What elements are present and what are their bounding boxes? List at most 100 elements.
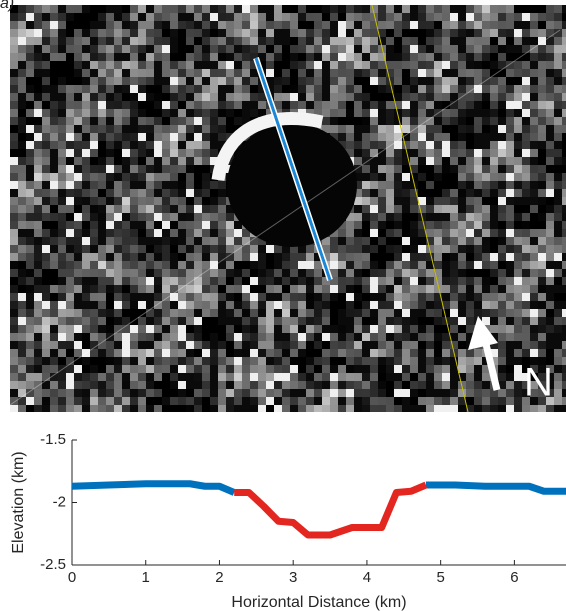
image-pixel — [218, 5, 226, 13]
image-pixel — [34, 317, 42, 325]
image-pixel — [90, 325, 98, 333]
image-pixel — [186, 301, 194, 309]
image-pixel — [186, 349, 194, 357]
image-pixel — [410, 69, 418, 77]
image-pixel — [202, 277, 210, 285]
image-pixel — [498, 181, 506, 189]
image-pixel — [322, 389, 330, 397]
image-pixel — [66, 309, 74, 317]
image-pixel — [282, 45, 290, 53]
image-pixel — [322, 325, 330, 333]
image-pixel — [42, 277, 50, 285]
image-pixel — [114, 133, 122, 141]
image-pixel — [202, 221, 210, 229]
image-pixel — [522, 301, 530, 309]
image-pixel — [194, 405, 202, 412]
image-pixel — [90, 365, 98, 373]
image-pixel — [410, 365, 418, 373]
image-pixel — [210, 389, 218, 397]
image-pixel — [90, 405, 98, 412]
image-pixel — [82, 229, 90, 237]
image-pixel — [186, 253, 194, 261]
image-pixel — [58, 309, 66, 317]
image-pixel — [514, 197, 522, 205]
image-pixel — [290, 85, 298, 93]
image-pixel — [466, 261, 474, 269]
image-pixel — [538, 21, 546, 29]
image-pixel — [58, 317, 66, 325]
image-pixel — [530, 149, 538, 157]
image-pixel — [442, 277, 450, 285]
image-pixel — [274, 53, 282, 61]
image-pixel — [514, 357, 522, 365]
image-pixel — [522, 285, 530, 293]
image-pixel — [402, 285, 410, 293]
image-pixel — [562, 37, 566, 45]
image-pixel — [138, 389, 146, 397]
image-pixel — [418, 45, 426, 53]
image-pixel — [26, 301, 34, 309]
image-pixel — [370, 325, 378, 333]
image-pixel — [82, 45, 90, 53]
image-pixel — [90, 77, 98, 85]
image-pixel — [82, 317, 90, 325]
image-pixel — [130, 45, 138, 53]
image-pixel — [42, 317, 50, 325]
image-pixel — [330, 325, 338, 333]
image-pixel — [298, 357, 306, 365]
image-pixel — [442, 397, 450, 405]
image-pixel — [66, 61, 74, 69]
image-pixel — [330, 125, 338, 133]
image-pixel — [146, 229, 154, 237]
image-pixel — [74, 373, 82, 381]
image-pixel — [274, 381, 282, 389]
image-pixel — [26, 213, 34, 221]
image-pixel — [314, 389, 322, 397]
image-pixel — [490, 125, 498, 133]
image-pixel — [66, 165, 74, 173]
image-pixel — [546, 205, 554, 213]
image-pixel — [130, 237, 138, 245]
image-pixel — [418, 109, 426, 117]
image-pixel — [242, 69, 250, 77]
image-pixel — [522, 237, 530, 245]
image-pixel — [202, 293, 210, 301]
image-pixel — [426, 165, 434, 173]
image-pixel — [194, 13, 202, 21]
image-pixel — [258, 253, 266, 261]
image-pixel — [530, 301, 538, 309]
image-pixel — [10, 133, 18, 141]
image-pixel — [186, 213, 194, 221]
image-pixel — [474, 405, 482, 412]
image-pixel — [50, 213, 58, 221]
image-pixel — [538, 205, 546, 213]
image-pixel — [362, 405, 370, 412]
image-pixel — [146, 365, 154, 373]
figure: N a) -2.5-2-1.50123456Horizontal Distanc… — [0, 0, 566, 611]
image-pixel — [314, 325, 322, 333]
image-pixel — [170, 117, 178, 125]
image-pixel — [170, 45, 178, 53]
image-pixel — [18, 349, 26, 357]
image-pixel — [242, 13, 250, 21]
image-pixel — [210, 133, 218, 141]
image-pixel — [418, 21, 426, 29]
image-pixel — [186, 109, 194, 117]
image-pixel — [58, 373, 66, 381]
image-pixel — [410, 269, 418, 277]
image-pixel — [354, 13, 362, 21]
image-pixel — [34, 141, 42, 149]
image-pixel — [106, 189, 114, 197]
image-pixel — [50, 301, 58, 309]
image-pixel — [162, 269, 170, 277]
image-pixel — [194, 117, 202, 125]
image-pixel — [562, 229, 566, 237]
image-pixel — [442, 213, 450, 221]
image-pixel — [354, 245, 362, 253]
image-pixel — [322, 117, 330, 125]
image-pixel — [162, 365, 170, 373]
image-pixel — [298, 333, 306, 341]
image-pixel — [50, 133, 58, 141]
image-pixel — [154, 341, 162, 349]
image-pixel — [538, 149, 546, 157]
